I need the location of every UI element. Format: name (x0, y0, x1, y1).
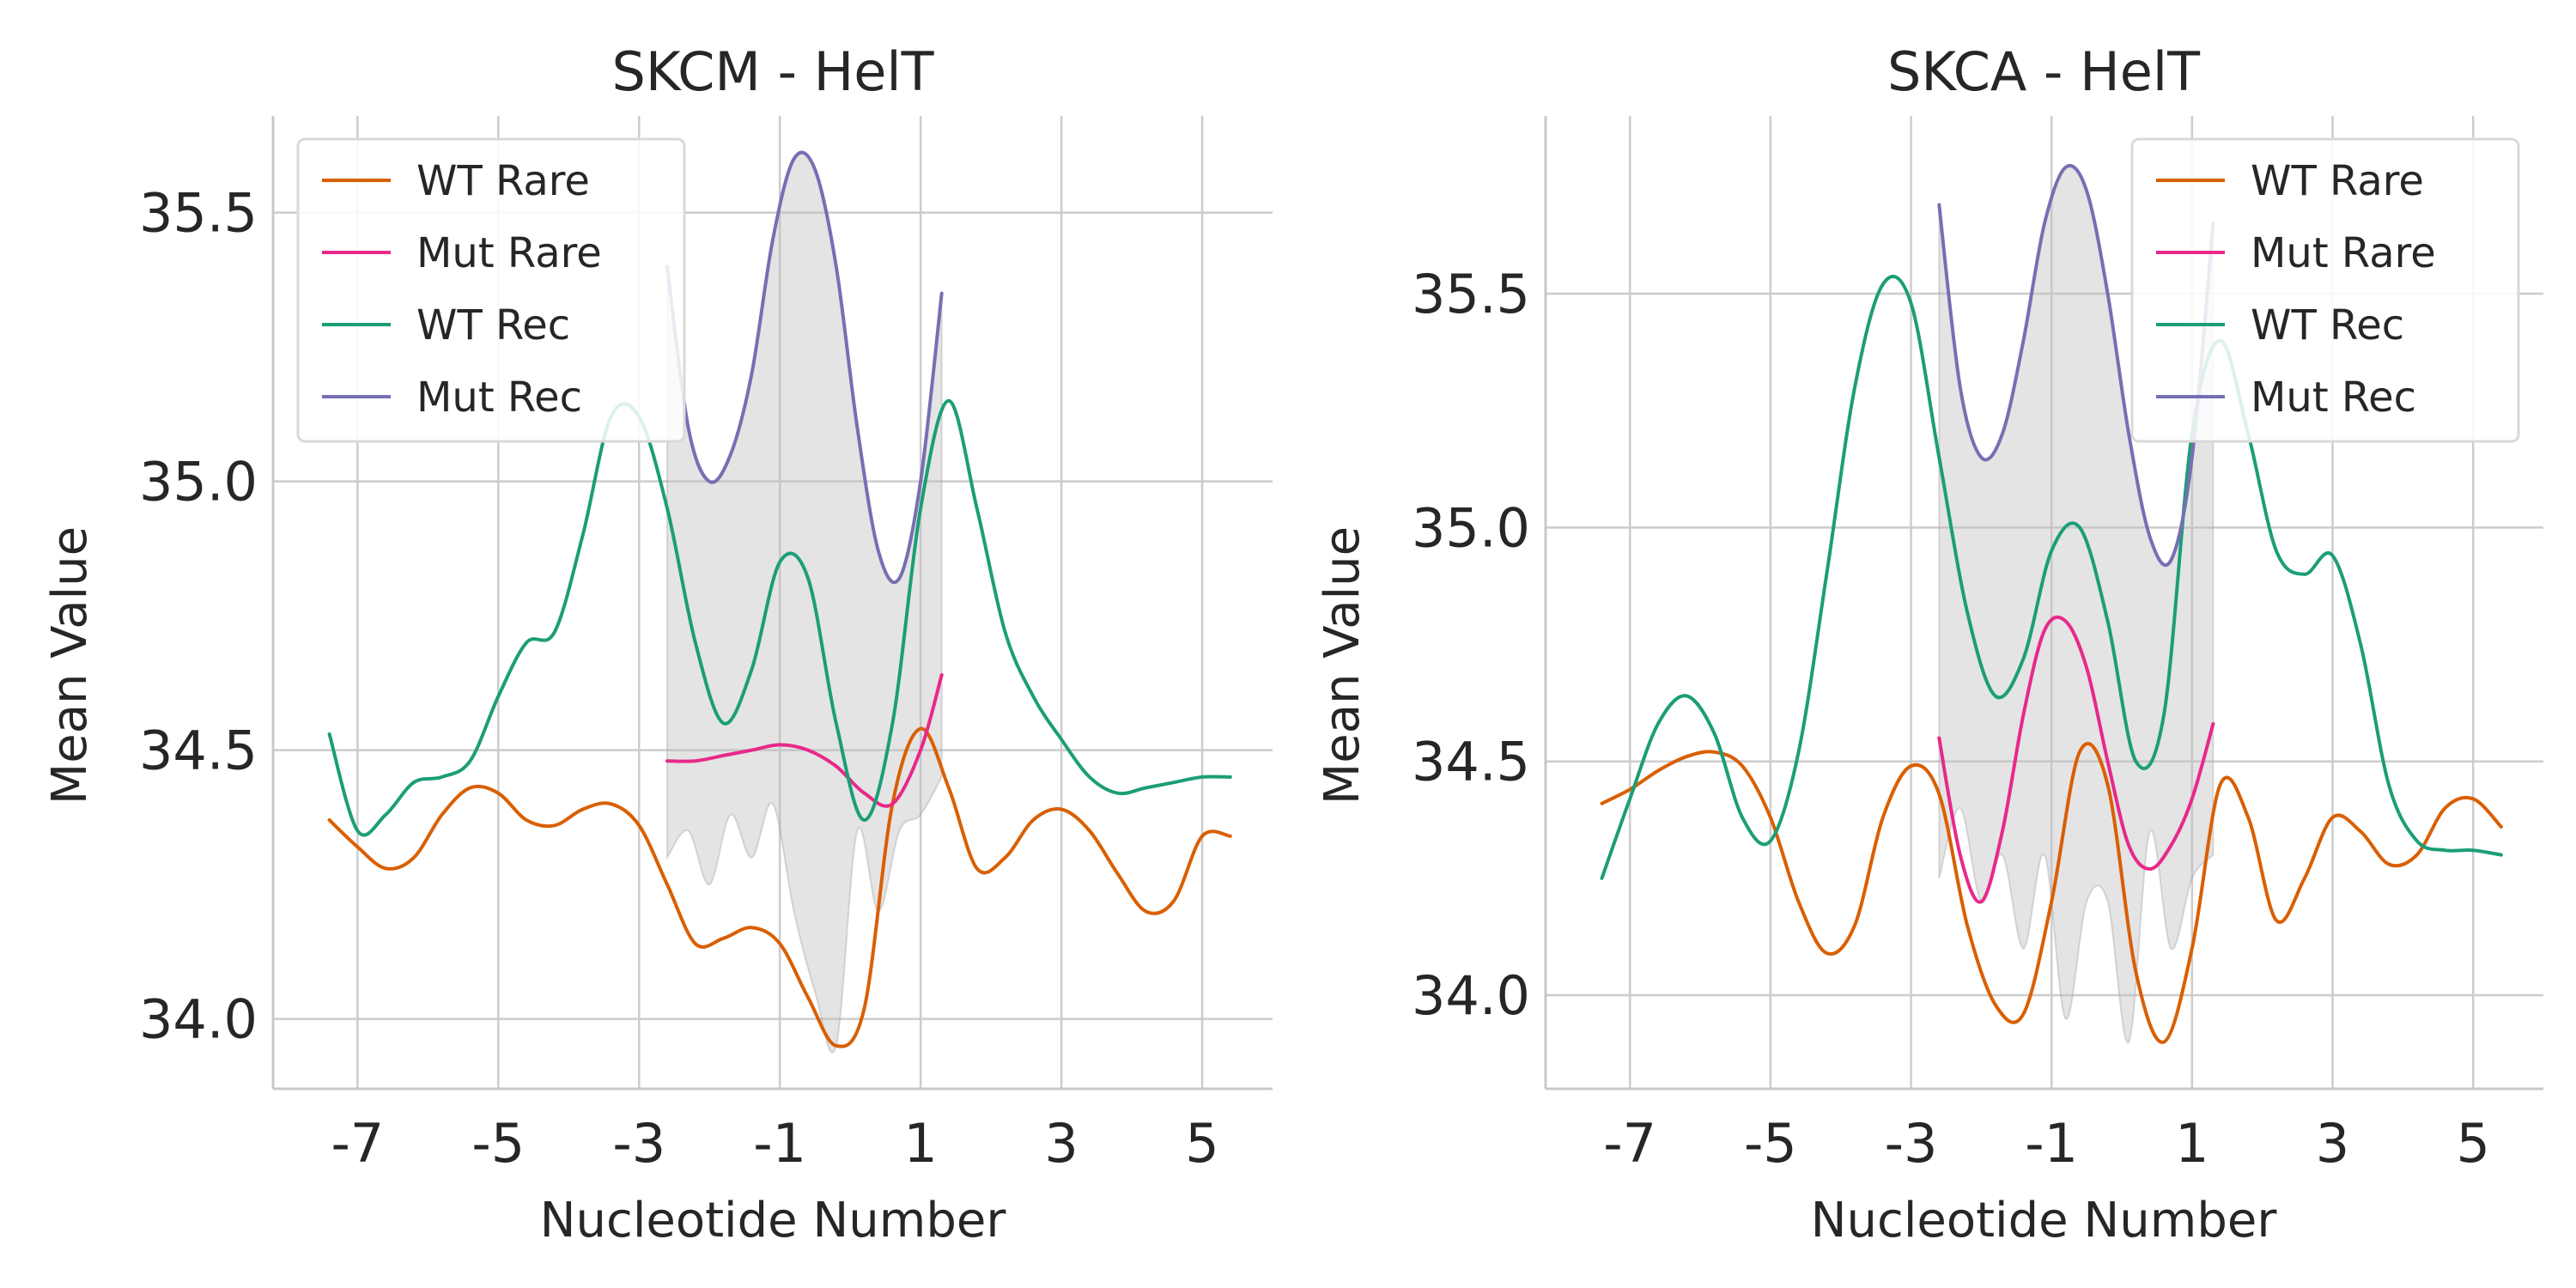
y-tick-label: 35.5 (139, 182, 258, 245)
legend: WT Rare Mut Rare WT Rec Mut Rec (296, 137, 686, 443)
x-tick-label: 1 (2175, 1112, 2208, 1175)
series-line-mut-rare (665, 673, 944, 808)
legend-label-mut-rec: Mut Rec (416, 374, 582, 422)
x-tick-label: -7 (1603, 1112, 1656, 1175)
legend-label-wt-rare: WT Rare (416, 157, 590, 205)
series-line-mut-rec (1937, 164, 2215, 568)
x-tick-label: 3 (1044, 1112, 1078, 1175)
legend-frame (2130, 137, 2520, 443)
series-line-wt-rare (327, 726, 1232, 1048)
series-line-mut-rare (1937, 615, 2215, 904)
y-tick-label: 34.0 (1412, 964, 1530, 1027)
legend-label-mut-rare: Mut Rare (2251, 229, 2436, 277)
left-panel: SKCM - HelT Nucleotide Number Mean Value… (42, 40, 1273, 1249)
y-axis-label: Mean Value (42, 526, 98, 805)
right-panel: SKCA - HelT Nucleotide Number Mean Value… (1315, 40, 2543, 1249)
uncertainty-band (666, 151, 943, 1054)
y-tick-label: 35.5 (1412, 263, 1530, 325)
x-tick-label: -3 (1885, 1112, 1938, 1175)
series-line-mut-rec (665, 150, 944, 585)
x-tick-label: -5 (1744, 1112, 1797, 1175)
x-axis-label: Nucleotide Number (1811, 1193, 2278, 1249)
x-tick-label: -1 (753, 1112, 806, 1175)
x-tick-label: 1 (903, 1112, 937, 1175)
panel-title: SKCM - HelT (611, 40, 934, 103)
x-tick-label: -1 (2025, 1112, 2078, 1175)
series-line-wt-rec (1600, 275, 2503, 880)
y-axis-label: Mean Value (1315, 526, 1370, 805)
y-tick-label: 34.0 (139, 988, 258, 1051)
legend-frame (296, 137, 686, 443)
x-tick-label: 3 (2316, 1112, 2349, 1175)
y-tick-label: 35.0 (1412, 496, 1530, 559)
legend: WT Rare Mut Rare WT Rec Mut Rec (2130, 137, 2520, 443)
legend-label-wt-rec: WT Rec (416, 301, 570, 349)
legend-label-mut-rare: Mut Rare (416, 229, 602, 277)
legend-label-wt-rec: WT Rec (2251, 301, 2404, 349)
x-tick-label: -5 (471, 1112, 525, 1175)
y-tick-label: 35.0 (139, 451, 258, 513)
legend-label-wt-rare: WT Rare (2251, 157, 2424, 205)
x-tick-label: 5 (1185, 1112, 1218, 1175)
legend-label-mut-rec: Mut Rec (2251, 374, 2416, 422)
panel-title: SKCA - HelT (1887, 40, 2201, 103)
series-line-wt-rec (327, 398, 1232, 837)
x-tick-label: -3 (612, 1112, 665, 1175)
x-axis-label: Nucleotide Number (540, 1193, 1007, 1249)
series-line-wt-rare (1600, 742, 2503, 1044)
y-tick-label: 34.5 (1412, 731, 1530, 793)
y-tick-label: 34.5 (139, 720, 258, 782)
x-tick-label: -7 (331, 1112, 384, 1175)
x-tick-label: 5 (2456, 1112, 2489, 1175)
